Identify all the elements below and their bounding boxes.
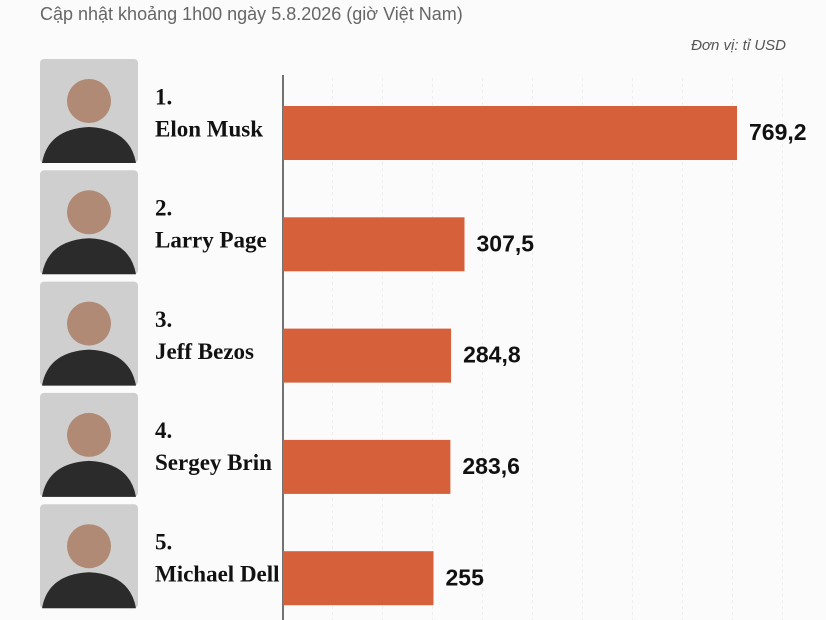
rank: 4. [155,418,172,443]
rank: 2. [155,196,172,221]
photo-head [67,79,111,123]
bar [283,551,434,606]
photo-body [42,460,136,497]
bar [283,328,452,383]
photo [40,281,138,386]
value-label: 255 [446,564,485,590]
photo [40,504,138,609]
photo-body [42,127,136,163]
category-label: Michael Dell [155,561,280,586]
category-label: Larry Page [155,228,267,253]
category-label: Sergey Brin [155,450,272,475]
rank: 1. [155,84,172,109]
bar [283,106,737,160]
photo-head [67,524,111,569]
bar [283,439,451,494]
photo [40,59,138,163]
value-label: 769,2 [749,119,807,145]
photo-body [42,238,136,275]
value-label: 307,5 [476,230,534,256]
rank: 3. [155,307,172,332]
unit-note: Đơn vị: tỉ USD [691,37,786,54]
photo-head [67,190,111,235]
photo-head [67,301,111,346]
value-label: 283,6 [462,453,520,479]
photo-body [42,349,136,386]
category-label: Elon Musk [155,116,263,141]
photo [40,392,138,497]
photo [40,170,138,275]
value-label: 284,8 [463,342,521,368]
subtitle: Cập nhật khoảng 1h00 ngày 5.8.2026 (giờ … [40,4,463,24]
photo-head [67,412,111,457]
category-label: Jeff Bezos [155,339,254,364]
photo-body [42,572,136,609]
bar [283,217,465,272]
rank: 5. [155,529,172,554]
